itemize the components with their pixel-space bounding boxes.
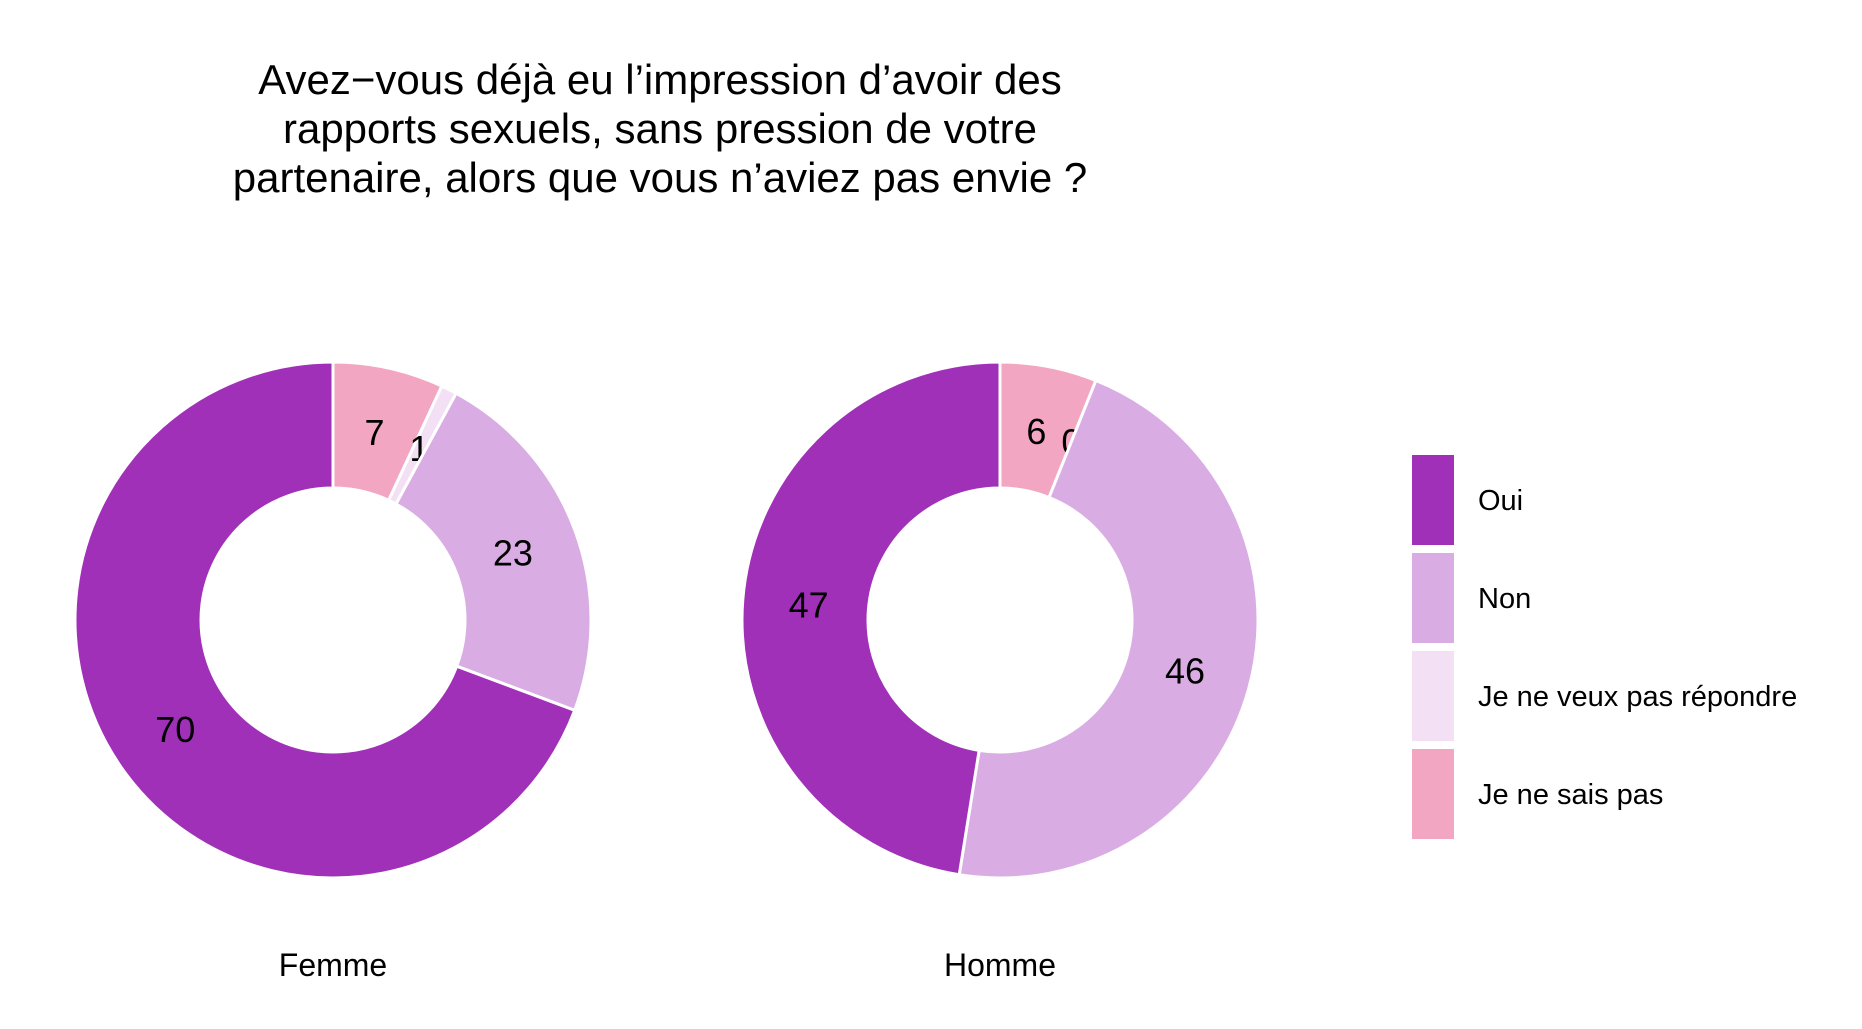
legend-label-non: Non bbox=[1478, 583, 1532, 615]
chart-title: Avez−vous déjà eu l’impression d’avoir d… bbox=[150, 55, 1170, 202]
legend-swatch-je-ne-veux-pas-repondre bbox=[1412, 651, 1454, 741]
slice-homme-oui bbox=[740, 360, 1002, 877]
legend-label-je-ne-sais-pas: Je ne sais pas bbox=[1478, 779, 1664, 811]
donut-homme: 604647Homme bbox=[740, 360, 1260, 983]
chart-title-line-2: rapports sexuels, sans pression de votre bbox=[282, 105, 1038, 152]
chart-title-line-3: partenaire, alors que vous n’aviez pas e… bbox=[232, 154, 1088, 201]
chart-title-line-1: Avez−vous déjà eu l’impression d’avoir d… bbox=[258, 56, 1062, 103]
slice-femme-je-ne-sais-pas-label: 7 bbox=[364, 412, 384, 453]
slice-femme-oui bbox=[73, 360, 577, 880]
legend-swatch-je-ne-sais-pas bbox=[1412, 749, 1454, 839]
facet-label-homme: Homme bbox=[944, 947, 1056, 983]
slice-femme-oui-label: 70 bbox=[155, 709, 195, 750]
legend-label-je-ne-veux-pas-repondre: Je ne veux pas répondre bbox=[1478, 681, 1798, 713]
facet-label-femme: Femme bbox=[279, 947, 387, 983]
slice-femme-non-label: 23 bbox=[493, 532, 533, 573]
legend-label-oui: Oui bbox=[1478, 485, 1524, 517]
slice-homme-non bbox=[957, 378, 1260, 880]
slice-femme-non bbox=[393, 391, 593, 713]
slice-homme-oui-label: 47 bbox=[789, 584, 829, 625]
slice-homme-non-label: 46 bbox=[1165, 651, 1205, 692]
legend-swatch-non bbox=[1412, 553, 1454, 643]
slice-homme-je-ne-sais-pas-label: 6 bbox=[1026, 411, 1046, 452]
legend-swatch-oui bbox=[1412, 455, 1454, 545]
